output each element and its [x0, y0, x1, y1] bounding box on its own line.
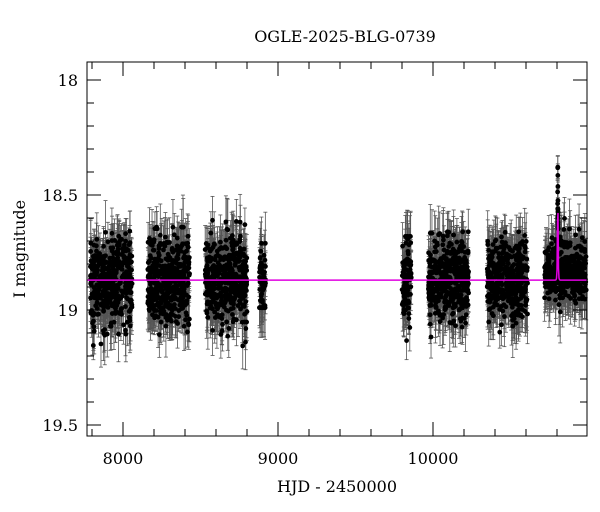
- y-tick-label: 18: [58, 71, 78, 90]
- photometry-points: [88, 155, 589, 371]
- x-tick-label: 9000: [258, 449, 299, 468]
- y-tick-label: 19: [58, 301, 78, 320]
- y-axis-label: I magnitude: [10, 200, 29, 298]
- chart-title: OGLE-2025-BLG-0739: [254, 27, 436, 46]
- x-axis-label: HJD - 2450000: [277, 477, 397, 496]
- plot-frame: [86, 61, 588, 437]
- axis-ticks: 8000 9000 10000 18 18.5 19 19.5: [42, 62, 587, 468]
- y-tick-label: 18.5: [42, 186, 78, 205]
- x-tick-label: 8000: [103, 449, 144, 468]
- y-tick-label: 19.5: [42, 416, 78, 435]
- model-fit-curve: [87, 212, 587, 281]
- x-tick-label: 10000: [408, 449, 459, 468]
